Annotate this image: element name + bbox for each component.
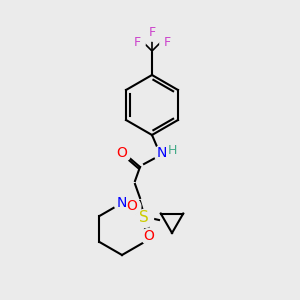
Text: O: O: [144, 229, 154, 243]
Text: N: N: [117, 196, 127, 210]
Text: N: N: [157, 146, 167, 160]
Text: F: F: [164, 37, 171, 50]
Text: H: H: [167, 145, 177, 158]
Text: O: O: [127, 199, 137, 213]
Text: S: S: [139, 211, 149, 226]
Text: O: O: [117, 146, 128, 160]
Text: F: F: [148, 26, 156, 40]
Text: F: F: [134, 37, 141, 50]
